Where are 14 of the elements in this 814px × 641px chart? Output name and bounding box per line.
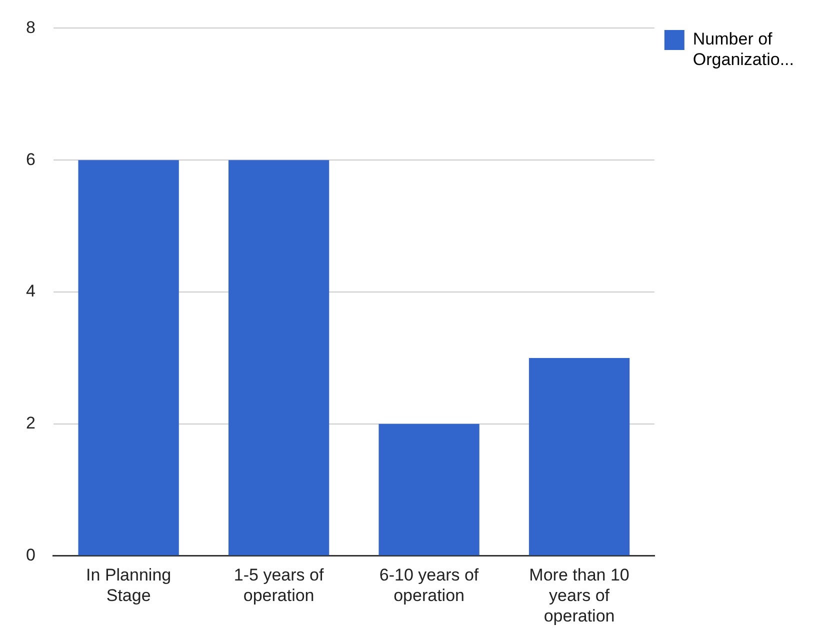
y-tick-label: 2: [26, 414, 36, 433]
x-tick-label: 1-5 years of operation: [234, 566, 324, 606]
x-tick-label: In Planning Stage: [86, 566, 172, 606]
y-tick-label: 0: [26, 545, 36, 564]
bar: [228, 160, 330, 556]
y-tick-label: 8: [26, 18, 36, 37]
bar: [528, 358, 630, 556]
x-tick-label: More than 10 years of operation: [529, 566, 630, 626]
bar: [378, 424, 480, 556]
y-tick-label: 4: [26, 282, 36, 301]
y-tick-label: 6: [26, 150, 36, 169]
bar: [78, 160, 179, 556]
legend-label: Number of Organizatio...: [692, 30, 794, 70]
x-tick-label: 6-10 years of operation: [379, 566, 479, 606]
